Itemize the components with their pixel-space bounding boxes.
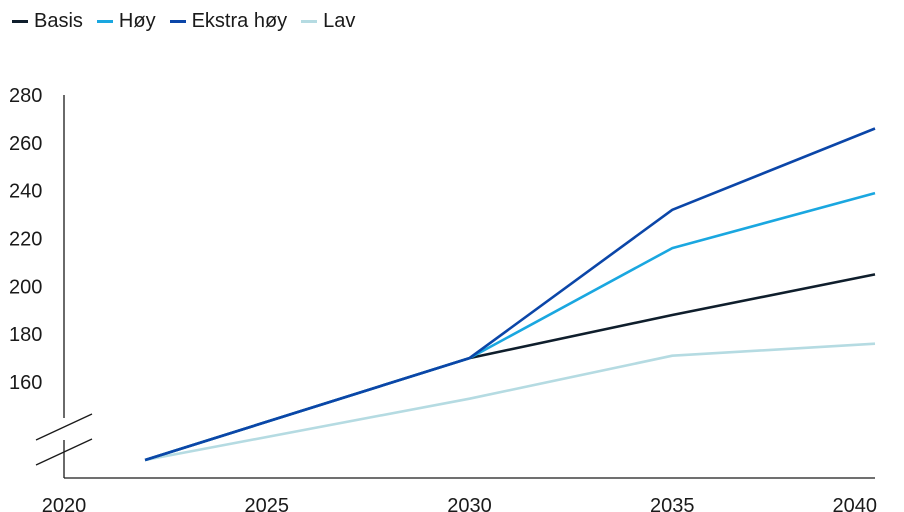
legend-label: Ekstra høy (191, 10, 288, 32)
x-tick-label: 2035 (650, 495, 695, 512)
tick-labels: 160 180 200 220 240 260 280 2020 2025 2030 2035 204… (9, 85, 877, 512)
axis-break-mark (35, 438, 93, 466)
legend-item-basis: Basis (12, 10, 83, 33)
axis-break-mark (35, 413, 93, 441)
y-tick-label: 280 (9, 85, 42, 107)
x-tick-label: 2025 (245, 495, 290, 512)
axes (35, 95, 875, 479)
legend-item-lav: Lav (301, 10, 355, 33)
legend-label: Lav (323, 10, 356, 32)
y-tick-label: 200 (9, 276, 42, 298)
series-line-h-y (144, 191, 876, 462)
y-tick-label: 220 (9, 229, 42, 251)
y-tick-label: 160 (9, 372, 42, 394)
x-tick-label: 2030 (447, 495, 492, 512)
y-tick-label: 180 (9, 324, 42, 346)
legend-label: Basis (34, 10, 83, 32)
x-tick-label: 2040 (833, 495, 878, 512)
legend-label: Høy (118, 10, 156, 32)
series-lines (144, 127, 876, 462)
legend-swatch (12, 20, 28, 23)
y-tick-label: 240 (9, 181, 42, 203)
legend-item-h-y: Høy (96, 10, 156, 33)
legend-swatch (301, 20, 318, 23)
series-line-ekstra-h-y (144, 127, 876, 462)
y-tick-label: 260 (9, 133, 42, 155)
legend-item-ekstra-h-y: Ekstra høy (169, 10, 288, 33)
x-tick-label: 2020 (42, 495, 87, 512)
legend-swatch (96, 20, 113, 23)
legend: Basis Høy Ekstra høy Lav (12, 10, 355, 33)
legend-swatch (169, 20, 186, 23)
series-line-lav (144, 342, 876, 462)
series-line-basis (144, 273, 876, 462)
